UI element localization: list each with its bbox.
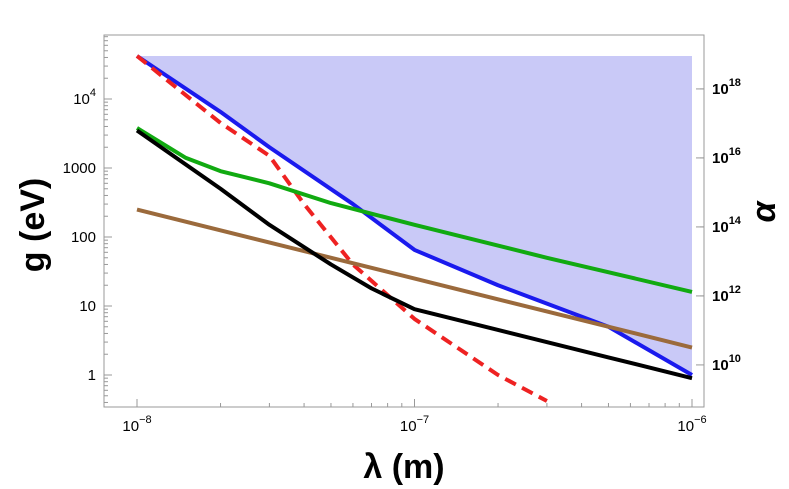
y-tick-label: 104 [73, 87, 96, 108]
x-axis-title: λ (m) [363, 448, 444, 486]
plot-frame [103, 34, 705, 408]
y2-tick-label: 1012 [712, 284, 741, 305]
series-layer [135, 54, 693, 403]
shaded-region-layer [137, 55, 692, 376]
y-tick-label: 100 [71, 229, 96, 246]
x-tick-label: 10−8 [122, 414, 151, 435]
y2-tick-label: 1010 [712, 353, 741, 374]
series-line-1 [135, 54, 693, 377]
x-tick-label: 10−7 [400, 414, 429, 435]
series-line-5 [135, 128, 693, 381]
y2-tick-label: 1018 [712, 77, 741, 98]
y-tick-label: 1 [88, 367, 96, 384]
tick-layer: 10−8 10−7 10−6 1 10 100 1000 104 1010 1012 1014 101… [63, 36, 742, 435]
shaded-exclusion-region [137, 55, 692, 376]
y2-tick-label: 1014 [712, 215, 742, 236]
y-axis-title: g (eV) [14, 178, 52, 272]
series-line-4 [136, 207, 693, 350]
y-tick-label: 1000 [63, 160, 96, 177]
y2-axis-title: α [745, 200, 783, 223]
series-line-3 [135, 126, 693, 294]
series-line-2 [135, 54, 548, 403]
y2-tick-label: 1016 [712, 146, 741, 167]
x-tick-label: 10−6 [677, 414, 706, 435]
y-tick-label: 10 [79, 298, 96, 315]
